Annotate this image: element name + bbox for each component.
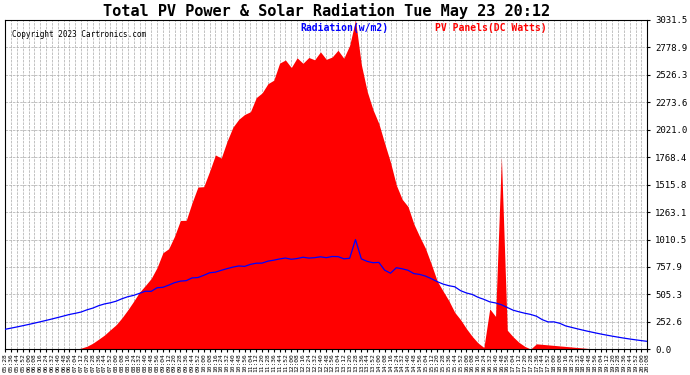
Text: Copyright 2023 Cartronics.com: Copyright 2023 Cartronics.com <box>12 30 146 39</box>
Text: PV Panels(DC Watts): PV Panels(DC Watts) <box>435 23 547 33</box>
Text: Radiation(w/m2): Radiation(w/m2) <box>301 23 388 33</box>
Title: Total PV Power & Solar Radiation Tue May 23 20:12: Total PV Power & Solar Radiation Tue May… <box>103 3 550 19</box>
